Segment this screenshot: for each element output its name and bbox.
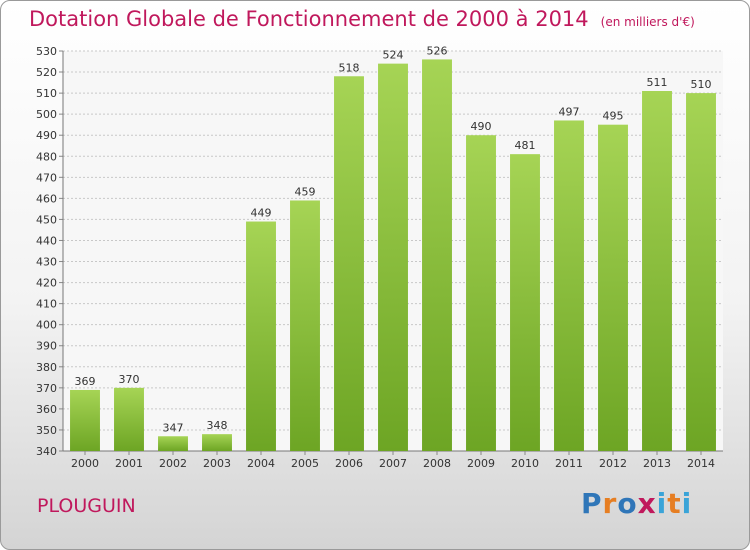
bar — [554, 120, 584, 451]
y-tick-label: 430 — [36, 256, 57, 269]
x-tick-label: 2008 — [423, 457, 451, 470]
y-tick-label: 380 — [36, 361, 57, 374]
x-tick-label: 2007 — [379, 457, 407, 470]
bar-value-label: 370 — [119, 373, 140, 386]
x-tick-label: 2002 — [159, 457, 187, 470]
logo-letter: o — [617, 487, 638, 520]
x-tick-label: 2010 — [511, 457, 539, 470]
bar — [290, 200, 320, 451]
y-tick-label: 400 — [36, 319, 57, 332]
chart-title: Dotation Globale de Fonctionnement de 20… — [29, 7, 695, 31]
x-tick-label: 2006 — [335, 457, 363, 470]
y-tick-label: 350 — [36, 424, 57, 437]
bar-value-label: 511 — [647, 76, 668, 89]
x-tick-label: 2012 — [599, 457, 627, 470]
bar — [422, 59, 452, 451]
bar-value-label: 526 — [427, 44, 448, 57]
logo-letter: i — [681, 487, 693, 520]
bar — [114, 387, 144, 451]
y-tick-label: 360 — [36, 403, 57, 416]
bar-value-label: 510 — [691, 78, 712, 91]
y-tick-label: 460 — [36, 192, 57, 205]
logo-letter: i — [656, 487, 668, 520]
logo-letter: x — [637, 487, 657, 520]
x-tick-label: 2003 — [203, 457, 231, 470]
y-tick-label: 440 — [36, 234, 57, 247]
y-tick-label: 450 — [36, 213, 57, 226]
bar — [466, 135, 496, 452]
y-tick-label: 530 — [36, 45, 57, 58]
bar-value-label: 347 — [163, 421, 184, 434]
bar-value-label: 497 — [559, 105, 580, 118]
x-tick-label: 2014 — [687, 457, 715, 470]
bar-value-label: 449 — [251, 207, 272, 220]
x-tick-label: 2001 — [115, 457, 143, 470]
y-tick-label: 370 — [36, 382, 57, 395]
chart-title-text: Dotation Globale de Fonctionnement de 20… — [29, 7, 589, 31]
logo-letter: r — [602, 487, 618, 520]
bar — [642, 91, 672, 451]
x-tick-label: 2013 — [643, 457, 671, 470]
bar — [202, 434, 232, 451]
x-tick-label: 2011 — [555, 457, 583, 470]
unit-note: (en milliers d'€) — [600, 15, 695, 29]
bar-value-label: 518 — [339, 61, 360, 74]
y-tick-label: 410 — [36, 298, 57, 311]
y-tick-label: 420 — [36, 277, 57, 290]
x-tick-label: 2000 — [71, 457, 99, 470]
bar — [70, 389, 100, 451]
bar — [686, 93, 716, 452]
logo-letter: P — [581, 487, 603, 520]
proxiti-logo: Proxiti — [581, 487, 692, 520]
bar-value-label: 369 — [75, 375, 96, 388]
y-tick-label: 490 — [36, 129, 57, 142]
y-tick-label: 340 — [36, 445, 57, 458]
y-tick-label: 520 — [36, 66, 57, 79]
x-tick-label: 2004 — [247, 457, 275, 470]
bar — [510, 154, 540, 451]
logo-letter: t — [667, 487, 682, 520]
bar — [378, 63, 408, 451]
bar-value-label: 481 — [515, 139, 536, 152]
bar-value-label: 348 — [207, 419, 228, 432]
bar — [334, 76, 364, 452]
bar — [246, 221, 276, 451]
bar-value-label: 459 — [295, 185, 316, 198]
commune-name: PLOUGUIN — [37, 495, 136, 517]
y-tick-label: 480 — [36, 150, 57, 163]
bar-value-label: 490 — [471, 120, 492, 133]
x-tick-label: 2009 — [467, 457, 495, 470]
bar — [158, 436, 188, 451]
y-tick-label: 500 — [36, 108, 57, 121]
bar-value-label: 524 — [383, 49, 404, 62]
x-tick-label: 2005 — [291, 457, 319, 470]
y-tick-label: 470 — [36, 171, 57, 184]
y-tick-label: 510 — [36, 87, 57, 100]
y-tick-label: 390 — [36, 340, 57, 353]
bar-value-label: 495 — [603, 110, 624, 123]
bar — [598, 124, 628, 452]
